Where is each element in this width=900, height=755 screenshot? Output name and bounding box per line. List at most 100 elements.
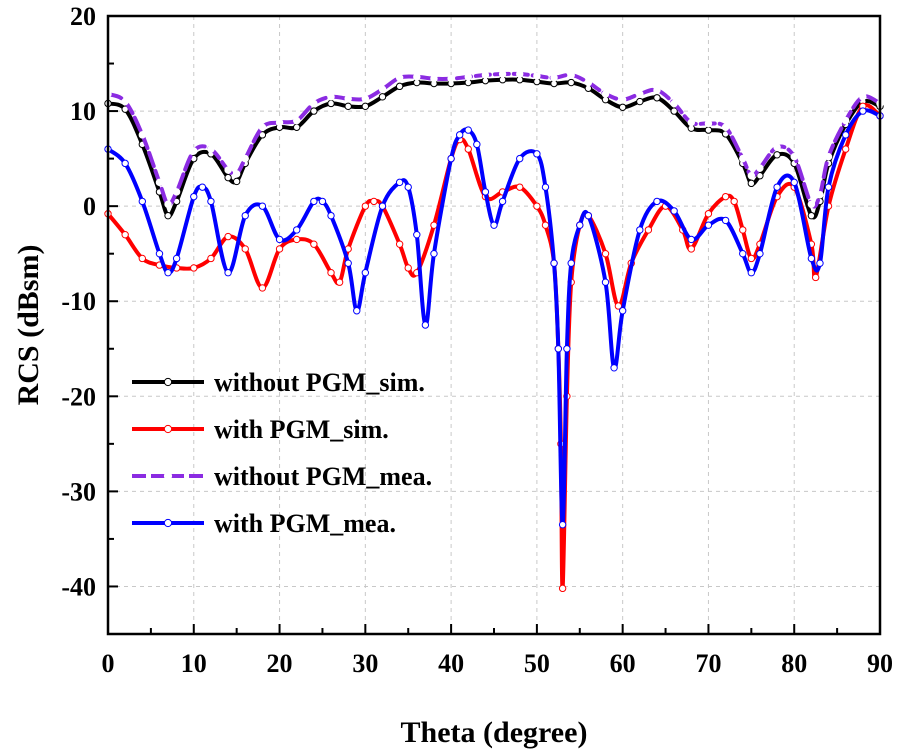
data-point bbox=[618, 307, 627, 315]
data-point bbox=[653, 86, 661, 94]
data-point bbox=[464, 126, 472, 134]
data-point bbox=[516, 154, 524, 163]
data-point bbox=[567, 71, 575, 79]
data-point bbox=[807, 211, 816, 220]
data-point bbox=[232, 177, 241, 186]
data-point bbox=[533, 202, 541, 210]
data-point bbox=[327, 211, 335, 220]
data-point bbox=[687, 235, 695, 244]
data-point bbox=[344, 102, 352, 111]
data-point bbox=[610, 364, 618, 372]
data-point bbox=[704, 119, 713, 128]
data-point bbox=[190, 192, 198, 201]
data-point bbox=[859, 107, 867, 115]
x-tick-labels: 0 10 20 30 40 50 60 70 80 90 bbox=[102, 649, 894, 678]
data-point bbox=[841, 131, 850, 139]
data-point bbox=[730, 197, 738, 206]
data-point bbox=[811, 273, 820, 282]
plot-frame bbox=[106, 14, 882, 636]
data-point bbox=[164, 269, 172, 277]
data-point bbox=[224, 269, 232, 277]
data-point bbox=[164, 211, 172, 220]
data-point bbox=[498, 197, 507, 206]
data-point bbox=[172, 254, 181, 263]
data-point bbox=[344, 259, 352, 267]
data-point bbox=[704, 221, 713, 229]
data-point bbox=[498, 70, 507, 78]
data-point bbox=[558, 584, 567, 593]
data-point bbox=[138, 131, 147, 139]
data-point bbox=[533, 72, 541, 80]
data-point bbox=[584, 78, 593, 87]
legend-marker bbox=[163, 424, 173, 434]
grid bbox=[108, 16, 880, 634]
x-tick-label: 10 bbox=[181, 649, 207, 678]
data-point bbox=[258, 284, 267, 292]
data-point bbox=[275, 118, 284, 127]
data-point bbox=[576, 221, 584, 229]
data-point bbox=[361, 269, 370, 277]
data-point bbox=[653, 197, 661, 206]
legend-item-with-pgm-sim: with PGM_sim. bbox=[132, 415, 389, 444]
y-tick-label: 20 bbox=[70, 2, 96, 31]
x-axis-label: Theta (degree) bbox=[401, 716, 588, 749]
data-point bbox=[361, 95, 370, 103]
data-point bbox=[404, 183, 412, 191]
data-point bbox=[404, 264, 412, 272]
data-point bbox=[121, 230, 129, 239]
legend-label: with PGM_sim. bbox=[214, 415, 389, 444]
data-point bbox=[601, 278, 610, 286]
data-point bbox=[310, 99, 318, 108]
data-point bbox=[481, 71, 490, 79]
data-point bbox=[558, 520, 567, 529]
data-point bbox=[447, 75, 455, 83]
data-point bbox=[756, 249, 764, 258]
x-tick-label: 40 bbox=[438, 649, 464, 678]
data-point bbox=[550, 259, 558, 267]
data-point bbox=[421, 321, 430, 329]
data-point bbox=[704, 126, 713, 134]
data-point bbox=[841, 145, 850, 153]
data-point bbox=[554, 345, 563, 353]
data-point bbox=[198, 183, 207, 191]
y-tick-label: -30 bbox=[61, 477, 96, 506]
data-point bbox=[138, 197, 147, 206]
data-point bbox=[318, 197, 327, 206]
data-point bbox=[258, 123, 267, 131]
data-point bbox=[618, 103, 627, 111]
data-point bbox=[516, 183, 524, 191]
data-point bbox=[464, 73, 472, 81]
data-point bbox=[310, 107, 318, 115]
data-point bbox=[224, 232, 232, 241]
data-point bbox=[464, 145, 472, 153]
data-point bbox=[636, 97, 644, 106]
legend-marker bbox=[163, 471, 173, 481]
data-point bbox=[756, 164, 764, 172]
x-tick-label: 30 bbox=[352, 649, 378, 678]
series-with-pgm-mea bbox=[104, 107, 884, 529]
data-point bbox=[293, 123, 301, 131]
data-point bbox=[541, 183, 550, 191]
data-point bbox=[721, 123, 730, 131]
data-point bbox=[378, 93, 387, 101]
data-point bbox=[335, 278, 344, 286]
data-point bbox=[636, 226, 644, 234]
data-point bbox=[670, 207, 678, 215]
series-line-without-pgm-mea bbox=[106, 71, 882, 209]
data-point bbox=[155, 249, 164, 258]
data-point bbox=[756, 172, 764, 180]
data-point bbox=[378, 85, 387, 93]
data-point bbox=[224, 173, 232, 182]
legend-label: without PGM_mea. bbox=[214, 462, 432, 491]
data-point bbox=[190, 264, 198, 272]
data-point bbox=[747, 269, 756, 277]
data-point bbox=[859, 93, 867, 101]
x-tick-label: 60 bbox=[610, 649, 636, 678]
data-point bbox=[739, 249, 747, 258]
data-point bbox=[138, 254, 147, 263]
data-point bbox=[567, 78, 575, 87]
data-point bbox=[395, 178, 404, 187]
data-point bbox=[275, 245, 284, 253]
data-point bbox=[430, 249, 438, 258]
